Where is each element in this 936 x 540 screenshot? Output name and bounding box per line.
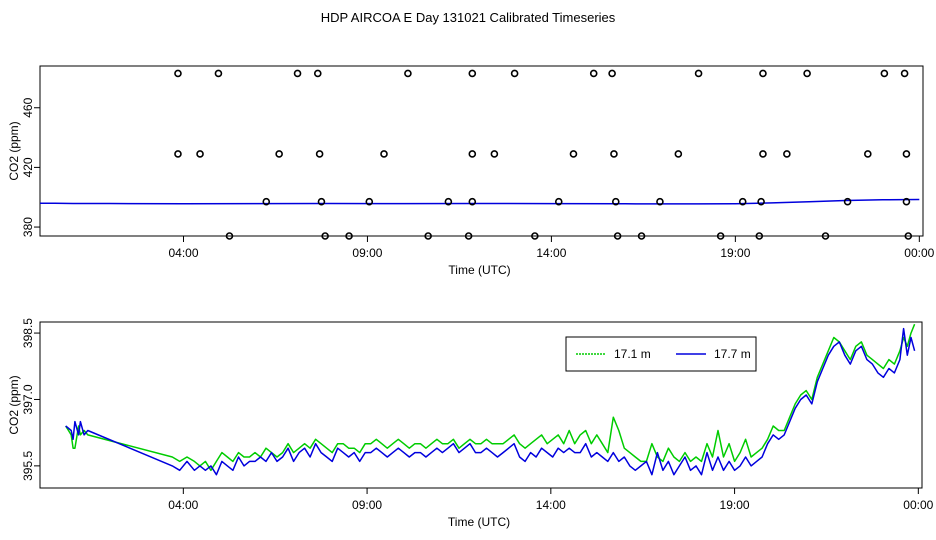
data-point — [275, 150, 283, 158]
data-point — [694, 69, 703, 78]
x-tick-label: 09:00 — [352, 498, 382, 512]
data-point — [613, 232, 622, 240]
data-point — [174, 69, 182, 78]
x-tick-label: 19:00 — [720, 246, 750, 260]
data-point — [315, 150, 324, 158]
legend-label: 17.7 m — [714, 347, 751, 361]
y-axis-title: CO2 (ppm) — [7, 121, 21, 180]
x-tick-label: 00:00 — [904, 246, 934, 260]
data-point — [380, 150, 388, 158]
data-point — [262, 197, 271, 206]
data-point — [757, 197, 765, 206]
data-point — [608, 69, 616, 78]
data-point — [424, 232, 432, 240]
data-point — [900, 69, 909, 78]
plot-frame — [39, 321, 923, 489]
x-axis-title: Time (UTC) — [448, 263, 510, 277]
x-tick-label: 00:00 — [903, 498, 933, 512]
data-point — [783, 150, 791, 158]
y-tick-label: 420 — [21, 157, 35, 177]
y-axis-title: CO2 (ppm) — [7, 375, 21, 434]
series-line — [65, 323, 916, 472]
data-point — [904, 232, 913, 240]
y-tick-label: 398.5 — [21, 318, 35, 348]
x-tick-label: 19:00 — [720, 498, 750, 512]
x-tick-label: 09:00 — [352, 246, 382, 260]
data-point — [554, 197, 563, 206]
data-point — [531, 232, 539, 240]
data-point — [510, 69, 519, 78]
data-point — [843, 197, 852, 206]
data-point — [365, 197, 374, 206]
data-point — [225, 232, 234, 240]
data-point — [637, 232, 646, 240]
data-point — [880, 69, 889, 78]
data-point — [610, 150, 618, 158]
bottom-line-panel: 04:00 09:00 14:00 19:00 00:00 395.5 397.0 398.5… — [7, 318, 933, 529]
data-point — [674, 150, 683, 158]
x-axis-title: Time (UTC) — [448, 515, 510, 529]
series-line — [65, 327, 916, 476]
data-point — [759, 69, 767, 78]
data-point — [468, 150, 477, 158]
data-point — [902, 197, 911, 206]
y-tick-label: 395.5 — [21, 451, 35, 481]
data-point — [803, 69, 811, 78]
data-point — [174, 150, 182, 158]
data-point — [611, 197, 620, 206]
y-tick-label: 397.0 — [21, 384, 35, 414]
data-point — [317, 197, 326, 206]
data-point — [404, 69, 412, 78]
data-point — [196, 150, 204, 158]
y-tick-label: 460 — [21, 97, 35, 117]
data-point — [821, 232, 830, 240]
x-tick-label: 14:00 — [536, 498, 566, 512]
data-point — [569, 150, 578, 158]
data-point — [444, 197, 453, 206]
data-point — [464, 232, 473, 240]
plot-frame — [39, 65, 924, 237]
legend-label: 17.1 m — [614, 347, 651, 361]
x-tick-label: 04:00 — [168, 498, 198, 512]
data-point — [468, 197, 477, 206]
data-point — [864, 150, 872, 158]
data-point — [468, 69, 477, 78]
data-point — [755, 232, 764, 240]
series-line — [40, 198, 920, 205]
figure-title: HDP AIRCOA E Day 131021 Calibrated Times… — [321, 10, 616, 25]
data-point — [759, 150, 767, 158]
data-point — [313, 69, 322, 78]
y-tick-label: 380 — [21, 217, 35, 237]
data-point — [716, 232, 725, 240]
data-point — [589, 69, 598, 78]
x-tick-label: 14:00 — [536, 246, 566, 260]
data-point — [345, 232, 353, 240]
data-point — [902, 150, 911, 158]
top-scatter-panel: 04:00 09:00 14:00 19:00 00:00 380 420 460 Time (… — [7, 65, 935, 277]
data-point — [490, 150, 499, 158]
data-point — [321, 232, 329, 240]
data-point — [656, 197, 664, 206]
data-point — [738, 197, 747, 206]
x-tick-label: 04:00 — [168, 246, 198, 260]
data-point — [293, 69, 302, 78]
data-point — [214, 69, 223, 78]
